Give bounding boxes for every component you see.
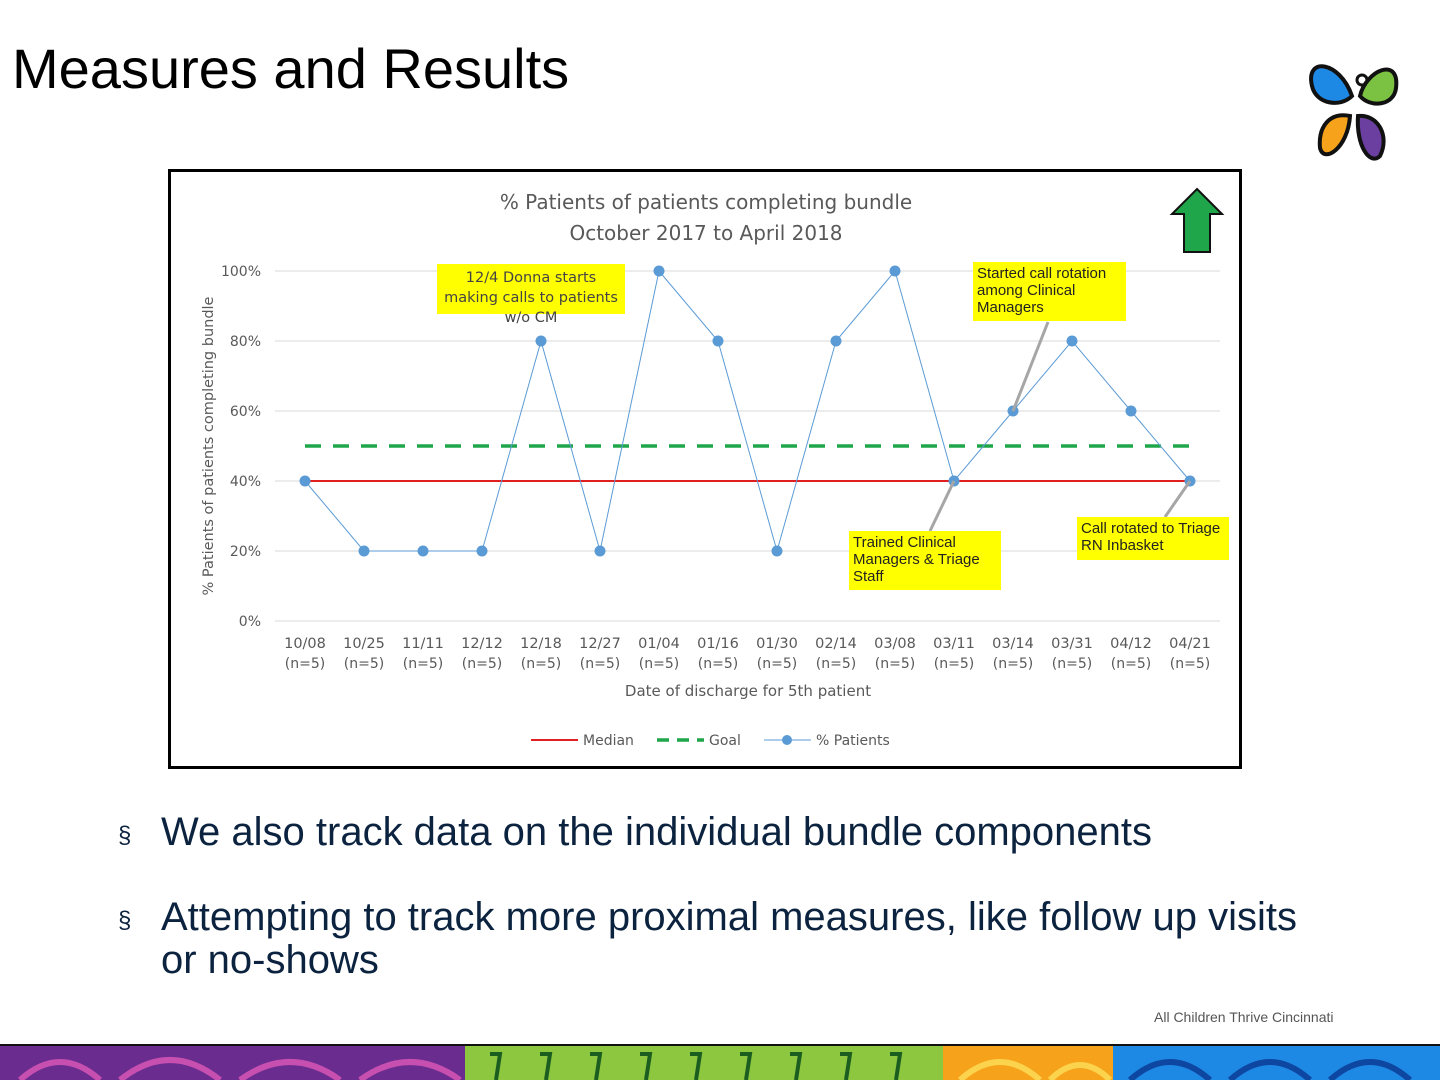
annotation-triage-inbasket: Call rotated to Triage RN Inbasket xyxy=(1077,517,1229,560)
bullet-marker: § xyxy=(118,822,132,849)
x-tick-sublabel: (n=5) xyxy=(816,656,856,672)
y-tick-label: 100% xyxy=(221,264,261,280)
y-tick-labels: 0% 20% 40% 60% 80% 100% xyxy=(221,264,261,630)
footer-text: All Children Thrive Cincinnati xyxy=(1154,1009,1334,1025)
data-point xyxy=(771,545,783,557)
legend-goal-label: Goal xyxy=(709,733,741,749)
y-tick-label: 0% xyxy=(239,614,261,630)
bullet-marker: § xyxy=(118,907,132,934)
x-tick-sublabel: (n=5) xyxy=(580,656,620,672)
x-tick-label: 12/18 xyxy=(520,636,562,652)
x-tick-labels: 10/08 (n=5) 10/25 (n=5) 11/11 (n=5) 12/12 (n=5)… xyxy=(284,636,1211,672)
x-tick-label: 03/08 xyxy=(874,636,916,652)
y-tick-label: 60% xyxy=(230,404,261,420)
x-tick-label: 01/16 xyxy=(697,636,739,652)
x-tick-sublabel: (n=5) xyxy=(934,656,974,672)
x-tick-label: 04/12 xyxy=(1110,636,1152,652)
x-tick-sublabel: (n=5) xyxy=(521,656,561,672)
x-axis-label: Date of discharge for 5th patient xyxy=(625,682,871,700)
annotation-trained-staff: Trained Clinical Managers & Triage Staff xyxy=(849,531,1001,590)
annotation-leader-line xyxy=(1011,321,1050,412)
slide-title: Measures and Results xyxy=(12,37,570,100)
x-tick-sublabel: (n=5) xyxy=(462,656,502,672)
x-tick-label: 11/11 xyxy=(402,636,444,652)
up-arrow-icon xyxy=(1169,187,1225,253)
decorative-band xyxy=(0,1044,1440,1080)
x-tick-sublabel: (n=5) xyxy=(698,656,738,672)
x-tick-label: 12/27 xyxy=(579,636,621,652)
y-tick-label: 40% xyxy=(230,474,261,490)
x-tick-sublabel: (n=5) xyxy=(344,656,384,672)
x-tick-label: 03/31 xyxy=(1051,636,1093,652)
data-point xyxy=(594,545,606,557)
data-point xyxy=(476,545,488,557)
annotation-call-rotation: Started call rotation among Clinical Man… xyxy=(973,262,1126,321)
bullet-text: We also track data on the individual bun… xyxy=(161,810,1152,854)
x-tick-label: 03/14 xyxy=(992,636,1034,652)
x-tick-sublabel: (n=5) xyxy=(403,656,443,672)
legend-patients-marker xyxy=(782,735,792,745)
x-tick-sublabel: (n=5) xyxy=(1111,656,1151,672)
data-point xyxy=(358,545,370,557)
series-lines xyxy=(299,265,1196,557)
data-point xyxy=(299,475,311,487)
x-tick-label: 03/11 xyxy=(933,636,975,652)
x-tick-label: 10/08 xyxy=(284,636,326,652)
x-tick-sublabel: (n=5) xyxy=(757,656,797,672)
bullet-text: Attempting to track more proximal measur… xyxy=(161,895,1297,982)
chart-title: % Patients of patients completing bundle xyxy=(500,190,912,214)
annotation-donna-calls: 12/4 Donna starts making calls to patien… xyxy=(437,264,625,326)
chart-subtitle: October 2017 to April 2018 xyxy=(569,221,842,245)
x-tick-label: 10/25 xyxy=(343,636,385,652)
x-tick-sublabel: (n=5) xyxy=(993,656,1033,672)
annotation-leader-line xyxy=(928,480,956,532)
data-point xyxy=(1125,405,1137,417)
data-point xyxy=(889,265,901,277)
data-point xyxy=(830,335,842,347)
x-tick-label: 12/12 xyxy=(461,636,503,652)
x-tick-label: 01/04 xyxy=(638,636,680,652)
data-point xyxy=(417,545,429,557)
annotation-leaders xyxy=(928,321,1192,532)
data-point xyxy=(653,265,665,277)
x-tick-label: 01/30 xyxy=(756,636,798,652)
chart-frame: 0% 20% 40% 60% 80% 100% 10/08 (n=5) 10/25 (n=5) 1… xyxy=(168,169,1242,769)
x-tick-label: 02/14 xyxy=(815,636,857,652)
data-point xyxy=(712,335,724,347)
series-patients-line xyxy=(304,269,1191,553)
x-tick-sublabel: (n=5) xyxy=(639,656,679,672)
legend: Median Goal % Patients xyxy=(531,733,890,749)
butterfly-logo-icon xyxy=(1309,64,1399,161)
y-tick-label: 20% xyxy=(230,544,261,560)
x-tick-sublabel: (n=5) xyxy=(1052,656,1092,672)
legend-median-label: Median xyxy=(583,733,634,749)
y-tick-label: 80% xyxy=(230,334,261,350)
annotation-leader-line xyxy=(1163,480,1192,518)
x-tick-sublabel: (n=5) xyxy=(285,656,325,672)
x-tick-sublabel: (n=5) xyxy=(875,656,915,672)
legend-patients-label: % Patients xyxy=(816,733,890,749)
x-tick-label: 04/21 xyxy=(1169,636,1211,652)
y-axis-label: % Patients of patients completing bundle xyxy=(201,296,217,595)
x-tick-sublabel: (n=5) xyxy=(1170,656,1210,672)
data-point xyxy=(1066,335,1078,347)
data-point xyxy=(535,335,547,347)
